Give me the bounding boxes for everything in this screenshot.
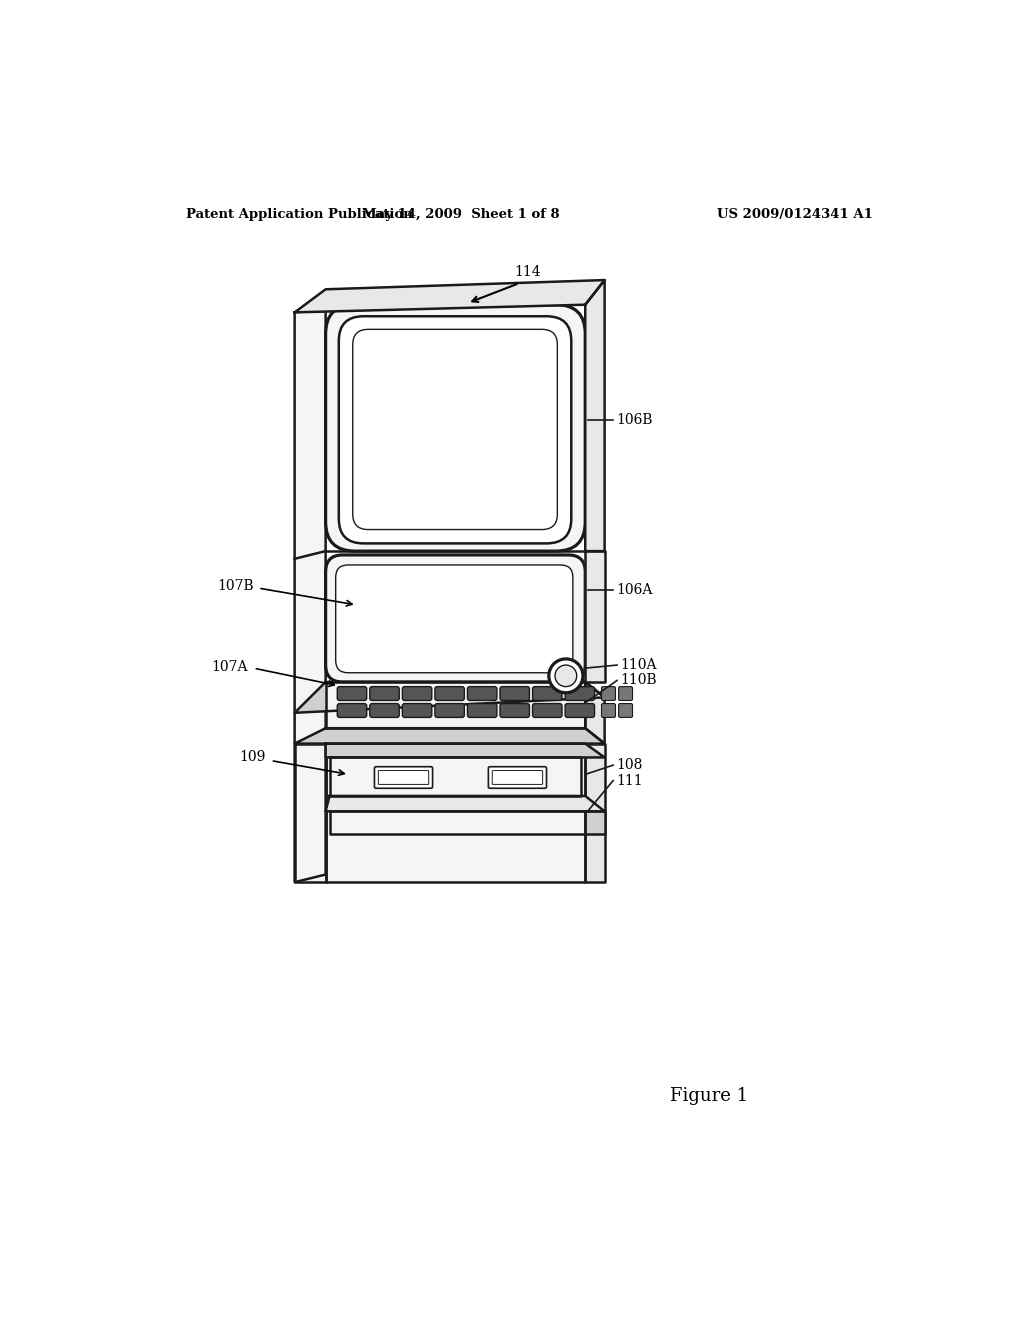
FancyBboxPatch shape bbox=[467, 704, 497, 718]
FancyBboxPatch shape bbox=[339, 317, 571, 544]
Text: 106B: 106B bbox=[616, 413, 652, 428]
Circle shape bbox=[555, 665, 577, 686]
FancyBboxPatch shape bbox=[337, 686, 367, 701]
FancyBboxPatch shape bbox=[618, 704, 633, 718]
Text: Figure 1: Figure 1 bbox=[671, 1088, 749, 1105]
FancyBboxPatch shape bbox=[337, 704, 367, 718]
FancyBboxPatch shape bbox=[435, 686, 464, 701]
Text: 109: 109 bbox=[240, 751, 266, 764]
Polygon shape bbox=[586, 682, 604, 743]
Polygon shape bbox=[326, 743, 586, 882]
Polygon shape bbox=[295, 743, 326, 882]
FancyBboxPatch shape bbox=[370, 686, 399, 701]
FancyBboxPatch shape bbox=[532, 704, 562, 718]
Polygon shape bbox=[586, 552, 604, 682]
Polygon shape bbox=[295, 682, 604, 713]
Polygon shape bbox=[330, 758, 582, 796]
Polygon shape bbox=[326, 682, 586, 729]
Text: 106A: 106A bbox=[616, 582, 652, 597]
FancyBboxPatch shape bbox=[565, 686, 595, 701]
FancyBboxPatch shape bbox=[467, 686, 497, 701]
Text: 108: 108 bbox=[616, 758, 643, 772]
Polygon shape bbox=[586, 812, 604, 834]
FancyBboxPatch shape bbox=[402, 686, 432, 701]
FancyBboxPatch shape bbox=[326, 305, 586, 552]
FancyBboxPatch shape bbox=[618, 686, 633, 701]
FancyBboxPatch shape bbox=[375, 767, 432, 788]
Polygon shape bbox=[330, 812, 586, 834]
Text: Patent Application Publication: Patent Application Publication bbox=[186, 209, 413, 222]
FancyBboxPatch shape bbox=[500, 704, 529, 718]
FancyBboxPatch shape bbox=[532, 686, 562, 701]
Circle shape bbox=[549, 659, 583, 693]
Text: 114: 114 bbox=[514, 265, 541, 280]
Polygon shape bbox=[586, 743, 604, 882]
Polygon shape bbox=[326, 743, 604, 758]
FancyBboxPatch shape bbox=[500, 686, 529, 701]
FancyBboxPatch shape bbox=[601, 704, 615, 718]
FancyBboxPatch shape bbox=[370, 704, 399, 718]
Text: 107B: 107B bbox=[218, 578, 254, 593]
FancyBboxPatch shape bbox=[435, 704, 464, 718]
Polygon shape bbox=[326, 796, 604, 812]
Text: 110A: 110A bbox=[621, 659, 656, 672]
Polygon shape bbox=[295, 729, 604, 743]
Polygon shape bbox=[295, 280, 604, 313]
Text: US 2009/0124341 A1: US 2009/0124341 A1 bbox=[717, 209, 872, 222]
FancyBboxPatch shape bbox=[493, 771, 543, 784]
FancyBboxPatch shape bbox=[565, 704, 595, 718]
Text: 107A: 107A bbox=[212, 660, 248, 673]
Polygon shape bbox=[586, 280, 604, 552]
Text: 110B: 110B bbox=[621, 673, 656, 688]
FancyBboxPatch shape bbox=[488, 767, 547, 788]
FancyBboxPatch shape bbox=[336, 565, 572, 673]
FancyBboxPatch shape bbox=[402, 704, 432, 718]
Text: May 14, 2009  Sheet 1 of 8: May 14, 2009 Sheet 1 of 8 bbox=[362, 209, 560, 222]
FancyBboxPatch shape bbox=[352, 330, 557, 529]
FancyBboxPatch shape bbox=[326, 554, 586, 682]
FancyBboxPatch shape bbox=[378, 771, 429, 784]
FancyBboxPatch shape bbox=[601, 686, 615, 701]
Polygon shape bbox=[295, 305, 326, 882]
Text: 111: 111 bbox=[616, 774, 643, 788]
